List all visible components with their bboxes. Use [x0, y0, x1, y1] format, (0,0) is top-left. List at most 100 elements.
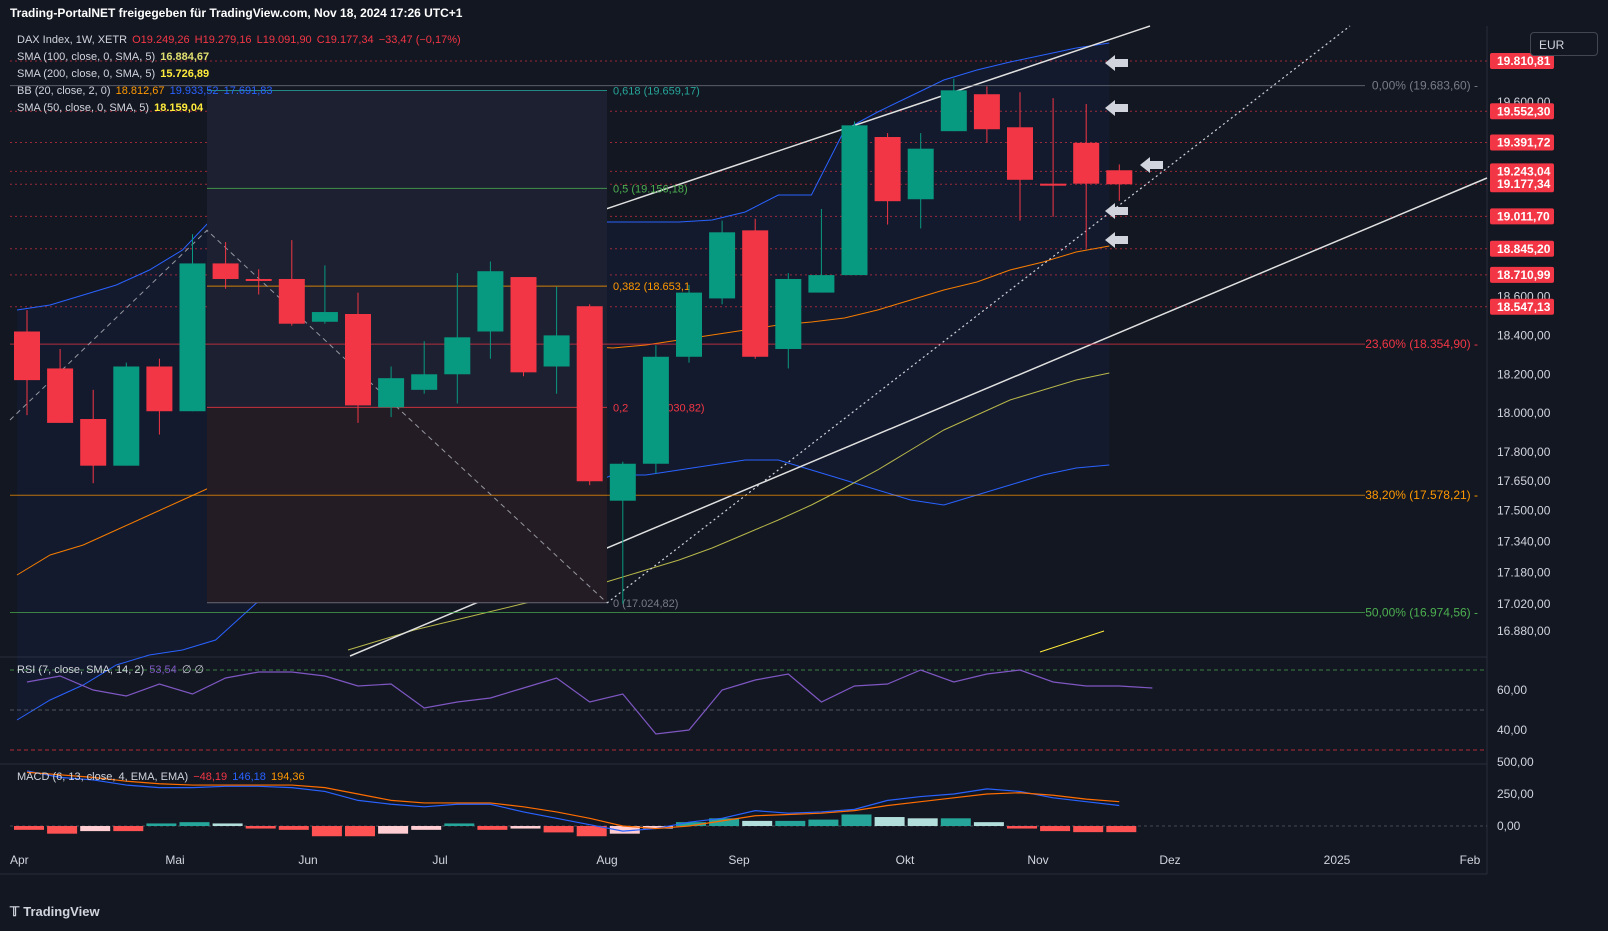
legend-sma200[interactable]: SMA (200, close, 0, SMA, 5) 15.726,89	[17, 68, 211, 80]
macd-hist-bar	[709, 818, 740, 826]
fib-retracement: 0,618 (19.659,17) 0,5 (19.156,18) 0,382 (1…	[9, 79, 1478, 620]
time-axis: Apr Mai Jun Jul Aug Sep Okt Nov Dez 2025 Feb	[10, 853, 1481, 867]
legend-bb[interactable]: BB (20, close, 2, 0) 18.812,67 19.933,52…	[17, 85, 275, 97]
price-axis-label: 18.200,00	[1497, 367, 1551, 381]
price-tag-bg	[1490, 298, 1554, 315]
macd-hist-bar	[14, 826, 44, 830]
candle-body	[510, 277, 537, 373]
macd-hist-bar	[411, 826, 442, 830]
candle-body	[907, 148, 934, 200]
legend-sma100-value: 16.884,67	[160, 51, 210, 63]
macd-hist-bar	[278, 826, 309, 830]
legend-rsi-value: 53,54	[149, 664, 177, 676]
signal-line	[26, 771, 1120, 830]
candle-body	[378, 378, 405, 408]
legend-low: L19.091,90	[256, 34, 312, 46]
price-axis-label: 17.500,00	[1497, 503, 1551, 517]
legend-rsi[interactable]: RSI (7, close, SMA, 14, 2) 53,54 ∅ ∅	[17, 663, 206, 676]
macd-hist-bar	[179, 822, 210, 826]
price-tag-bg	[1490, 163, 1554, 180]
candle-body	[146, 366, 173, 412]
time-axis-label: Feb	[1460, 853, 1481, 867]
macd-hist-bar	[742, 820, 773, 826]
candle-body	[47, 368, 74, 423]
legend-sma50-value: 18.159,04	[154, 102, 204, 114]
legend-sma100[interactable]: SMA (100, close, 0, SMA, 5) 16.884,67	[17, 51, 211, 63]
candle-body	[709, 232, 736, 299]
macd-hist-bar	[543, 826, 574, 833]
price-tag-bg	[1490, 53, 1554, 70]
macd-hist-bar	[80, 826, 111, 832]
price-tag-bg	[1490, 103, 1554, 120]
macd-axis-label: 0,00	[1497, 819, 1521, 833]
candle-body	[14, 331, 40, 381]
arrow-icon	[1105, 55, 1128, 71]
macd-axis-label: 250,00	[1497, 787, 1534, 801]
macd-hist-bar	[311, 826, 342, 837]
legend-rsi-label: RSI (7, close, SMA, 14, 2)	[17, 664, 145, 676]
legend-macd[interactable]: MACD (6, 13, close, 4, EMA, EMA) −48,19 …	[17, 771, 307, 783]
candle-body	[311, 312, 338, 322]
candle-body	[113, 366, 140, 466]
candle-body	[543, 335, 570, 367]
rsi-axis-label: 40,00	[1497, 723, 1527, 737]
legend-sma100-label: SMA (100, close, 0, SMA, 5)	[17, 51, 156, 63]
macd-hist-bar	[576, 826, 607, 837]
tv-mark-icon: 𝕋	[10, 904, 20, 919]
legend-main[interactable]: DAX Index, 1W, XETR O19.249,26 H19.279,1…	[17, 34, 463, 46]
arrow-icon	[1140, 157, 1163, 173]
legend-sma50-label: SMA (50, close, 0, SMA, 5)	[17, 102, 150, 114]
legend-sma50[interactable]: SMA (50, close, 0, SMA, 5) 18.159,04	[17, 102, 205, 114]
candle-body	[80, 419, 107, 466]
time-axis-label: Dez	[1159, 853, 1180, 867]
fib-label: 0,618 (19.659,17)	[613, 86, 700, 98]
price-axis-label: 17.340,00	[1497, 535, 1551, 549]
time-axis-label: Mai	[165, 853, 184, 867]
time-axis-label: Apr	[10, 853, 29, 867]
candle-body	[841, 125, 868, 276]
currency-button[interactable]: EUR	[1530, 32, 1598, 56]
legend-bb-upper: 19.933,52	[169, 85, 219, 97]
macd-hist-bar	[1106, 826, 1137, 833]
price-axis: 19.600,0018.600,0018.400,0018.200,0018.0…	[1497, 95, 1551, 638]
price-axis-label: 18.400,00	[1497, 328, 1551, 342]
price-tag-label: 19.177,34	[1497, 177, 1551, 191]
legend-high: H19.279,16	[194, 34, 252, 46]
fib-level-label: 0,00% (19.683,60) -	[1372, 79, 1478, 93]
price-tag-label: 19.243,04	[1497, 164, 1551, 178]
macd-hist-bar	[841, 814, 872, 826]
tradingview-logo: 𝕋 TradingView	[10, 904, 100, 920]
legend-macd-signal: 194,36	[270, 771, 305, 783]
macd-hist-bar	[47, 826, 78, 834]
candle-body	[212, 263, 239, 279]
price-axis-label: 17.650,00	[1497, 474, 1551, 488]
time-axis-label: Jul	[432, 853, 447, 867]
price-axis-label: 17.180,00	[1497, 566, 1551, 580]
annotation-arrows	[1105, 55, 1163, 248]
macd-hist-bar	[510, 826, 541, 829]
legend-macd-line: 146,18	[232, 771, 266, 783]
arrow-icon	[1105, 100, 1128, 116]
price-tag-bg	[1490, 266, 1554, 283]
legend-bb-label: BB (20, close, 2, 0)	[17, 85, 111, 97]
fib-label: 0 (17.024,82)	[613, 598, 678, 610]
arrow-icon	[1105, 232, 1128, 248]
macd-hist-bar	[113, 826, 144, 832]
price-tag-bg	[1490, 240, 1554, 257]
macd-hist-bar	[1040, 826, 1071, 832]
macd-hist-bar	[1007, 826, 1037, 829]
legend-change: −33,47 (−0,17%)	[378, 34, 461, 46]
macd-hist-bar	[775, 820, 806, 826]
rsi-axis-label: 60,00	[1497, 683, 1527, 697]
macd-hist-bar	[378, 826, 409, 834]
price-axis-label: 17.800,00	[1497, 445, 1551, 459]
candle-body	[245, 278, 272, 281]
candle-body	[742, 230, 769, 357]
fib-level-label: 23,60% (18.354,90) -	[1365, 337, 1478, 351]
macd-hist-bar	[940, 818, 971, 826]
candle-body	[808, 275, 835, 293]
price-tags: 19.810,81 19.552,30 19.391,72 19.243,0419.1…	[1490, 53, 1554, 315]
fib-level-label: 38,20% (17.578,21) -	[1365, 488, 1478, 502]
brand-name: TradingView	[23, 904, 100, 919]
